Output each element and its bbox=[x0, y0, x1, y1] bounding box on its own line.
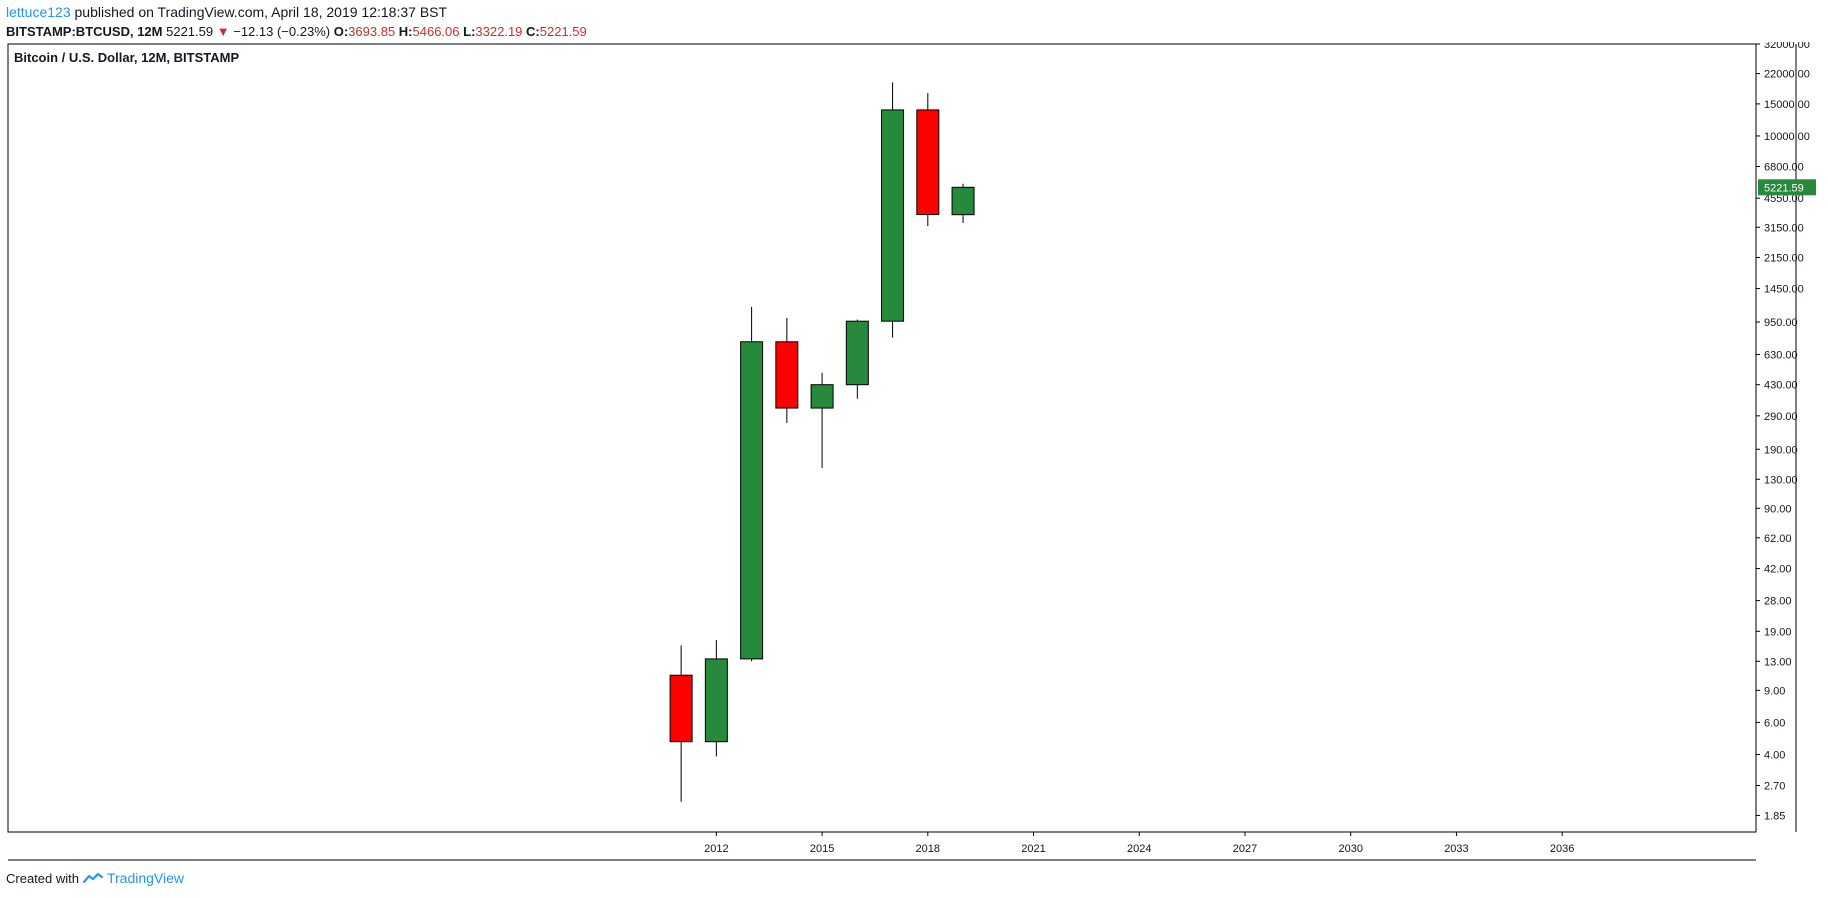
candle-body bbox=[740, 341, 764, 660]
last-price: 5221.59 bbox=[166, 24, 214, 39]
published-text: published on TradingView.com, April 18, … bbox=[74, 4, 448, 20]
high-value: 5466.06 bbox=[412, 24, 460, 39]
y-tick-label: 22000.00 bbox=[1764, 69, 1810, 81]
y-tick-label: 13.00 bbox=[1764, 656, 1792, 668]
candle-2013[interactable] bbox=[740, 306, 764, 662]
candlestick-chart[interactable]: Bitcoin / U.S. Dollar, 12M, BITSTAMP 3200… bbox=[0, 39, 1828, 862]
y-tick-label: 2.70 bbox=[1764, 781, 1785, 793]
y-tick-label: 4.00 bbox=[1764, 749, 1785, 761]
y-tick-label: 42.00 bbox=[1764, 564, 1792, 576]
footer: Created with TradingView bbox=[6, 870, 184, 886]
symbol-label: BITSTAMP:BTCUSD, 12M bbox=[6, 24, 163, 39]
y-tick-label: 62.00 bbox=[1764, 533, 1792, 545]
candle-2019[interactable] bbox=[951, 183, 975, 224]
close-label: C: bbox=[526, 24, 540, 39]
tradingview-logo-icon bbox=[82, 872, 103, 884]
y-tick-label: 1.85 bbox=[1764, 810, 1785, 822]
candle-body bbox=[775, 341, 799, 409]
y-tick-label: 10000.00 bbox=[1764, 131, 1810, 143]
candle-2014[interactable] bbox=[775, 317, 799, 423]
y-tick-label: 6.00 bbox=[1764, 717, 1785, 729]
x-tick-label: 2021 bbox=[1021, 843, 1045, 855]
y-tick-label: 90.00 bbox=[1764, 503, 1792, 515]
y-tick-label: 3150.00 bbox=[1764, 222, 1804, 234]
candle-body bbox=[704, 658, 728, 743]
x-tick-label: 2024 bbox=[1127, 843, 1151, 855]
author-link[interactable]: lettuce123 bbox=[6, 4, 71, 20]
chart-header: lettuce123 published on TradingView.com,… bbox=[6, 3, 587, 41]
close-value: 5221.59 bbox=[539, 24, 587, 39]
x-tick-label: 2015 bbox=[810, 843, 834, 855]
y-tick-label: 19.00 bbox=[1764, 626, 1792, 638]
y-tick-label: 430.00 bbox=[1764, 380, 1798, 392]
y-tick-label: 9.00 bbox=[1764, 685, 1785, 697]
candle-2017[interactable] bbox=[881, 82, 905, 338]
y-tick-label: 4550.00 bbox=[1764, 193, 1804, 205]
y-tick-label: 290.00 bbox=[1764, 411, 1798, 423]
y-tick-label: 6800.00 bbox=[1764, 161, 1804, 173]
price-change: −12.13 (−0.23%) bbox=[233, 24, 331, 39]
candle-body bbox=[881, 109, 905, 322]
last-price-label: 5221.59 bbox=[1764, 182, 1804, 194]
tradingview-brand[interactable]: TradingView bbox=[106, 870, 185, 886]
y-tick-label: 950.00 bbox=[1764, 317, 1798, 329]
created-with-text: Created with bbox=[6, 870, 79, 886]
chart-title: Bitcoin / U.S. Dollar, 12M, BITSTAMP bbox=[14, 50, 239, 65]
x-tick-label: 2018 bbox=[916, 843, 940, 855]
candle-2018[interactable] bbox=[916, 93, 940, 227]
y-tick-label: 28.00 bbox=[1764, 596, 1792, 608]
candle-body bbox=[810, 384, 834, 409]
x-tick-label: 2036 bbox=[1550, 843, 1574, 855]
ohlc-line: BITSTAMP:BTCUSD, 12M 5221.59 ▼ −12.13 (−… bbox=[6, 23, 587, 41]
candle-body bbox=[669, 674, 693, 743]
candle-2012[interactable] bbox=[704, 640, 728, 757]
plot-frame bbox=[7, 43, 1757, 833]
candle-body bbox=[845, 320, 869, 386]
y-tick-label: 190.00 bbox=[1764, 444, 1798, 456]
open-label: O: bbox=[333, 24, 349, 39]
last-price-marker bbox=[1758, 179, 1816, 196]
low-value: 3322.19 bbox=[475, 24, 523, 39]
down-arrow-icon: ▼ bbox=[216, 24, 230, 39]
y-tick-label: 630.00 bbox=[1764, 350, 1798, 362]
low-label: L: bbox=[463, 24, 476, 39]
x-tick-label: 2027 bbox=[1233, 843, 1257, 855]
x-tick-label: 2012 bbox=[704, 843, 728, 855]
high-label: H: bbox=[398, 24, 413, 39]
y-tick-label: 1450.00 bbox=[1764, 284, 1804, 296]
candle-2011[interactable] bbox=[669, 645, 693, 802]
publish-line: lettuce123 published on TradingView.com,… bbox=[6, 3, 587, 21]
candle-2015[interactable] bbox=[810, 372, 834, 468]
x-tick-label: 2033 bbox=[1444, 843, 1468, 855]
candle-body bbox=[951, 186, 975, 216]
chart-area[interactable]: Bitcoin / U.S. Dollar, 12M, BITSTAMP 3200… bbox=[0, 39, 1828, 862]
y-tick-label: 2150.00 bbox=[1764, 252, 1804, 264]
candle-body bbox=[916, 109, 940, 216]
y-tick-label: 32000.00 bbox=[1764, 42, 1810, 51]
y-tick-label: 130.00 bbox=[1764, 474, 1798, 486]
candle-2016[interactable] bbox=[845, 319, 869, 399]
open-value: 3693.85 bbox=[348, 24, 396, 39]
x-tick-label: 2030 bbox=[1338, 843, 1362, 855]
y-tick-label: 15000.00 bbox=[1764, 99, 1810, 111]
